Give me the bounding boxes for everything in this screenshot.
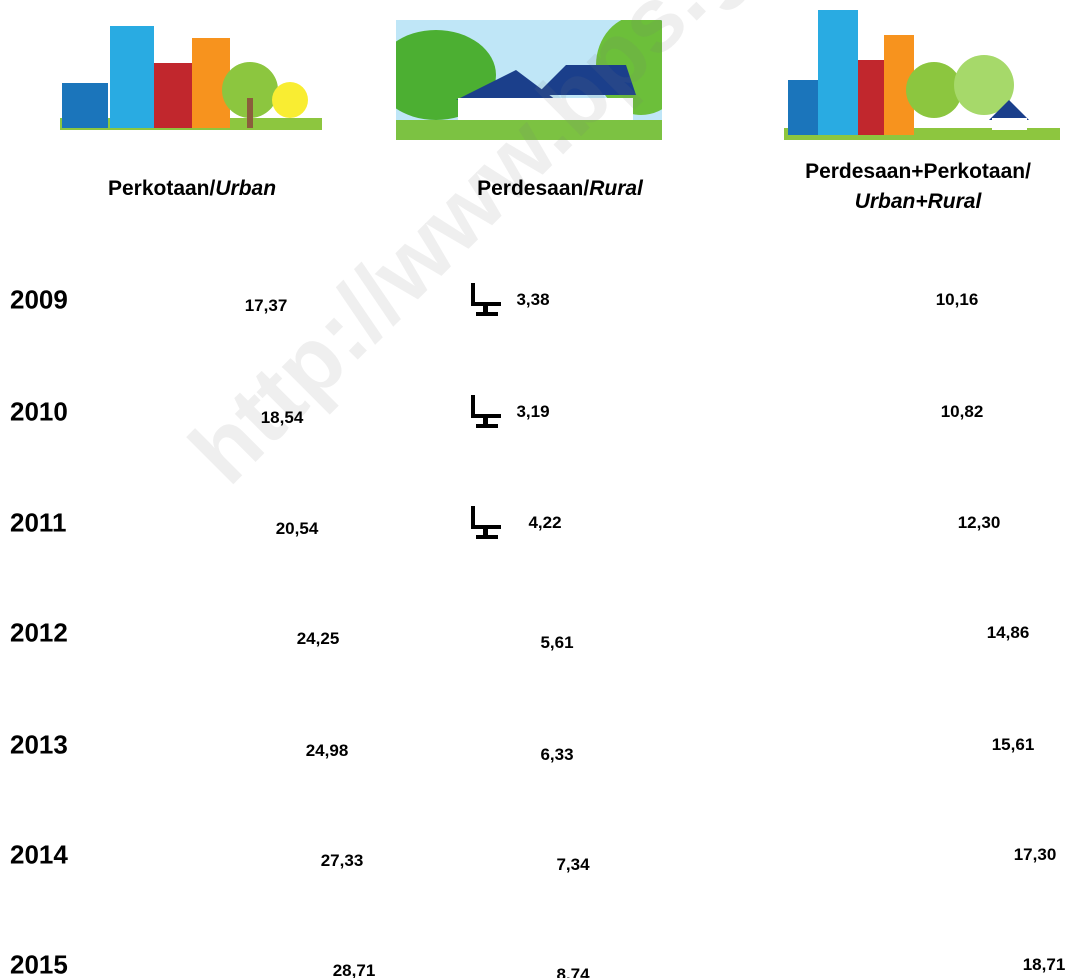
year-label: 2015 [10, 950, 68, 978]
header-italic: Urban+Rural [855, 190, 982, 213]
urban-value: 20,54 [276, 519, 319, 539]
rural-value: 3,19 [516, 402, 549, 422]
urban-rural-image [784, 10, 1060, 140]
total-value: 10,16 [936, 290, 979, 310]
total-value: 12,30 [958, 513, 1001, 533]
year-label: 2012 [10, 618, 68, 649]
urban-value: 17,37 [245, 296, 288, 316]
urban-image [60, 18, 322, 130]
monitor-icon [470, 503, 504, 541]
urban-value: 24,25 [297, 629, 340, 649]
header-text: Perdesaan/ [477, 177, 589, 200]
year-label: 2009 [10, 285, 68, 316]
column-header: Perdesaan+Perkotaan/Urban+Rural [805, 157, 1031, 217]
header-text: Perkotaan/ [108, 177, 215, 200]
total-value: 18,71 [1023, 955, 1066, 975]
column-header: Perdesaan/Rural [477, 174, 643, 204]
header-italic: Urban [215, 177, 276, 200]
urban-value: 18,54 [261, 408, 304, 428]
rural-value: 4,22 [528, 513, 561, 533]
infographic: http://www.bps.g Perkotaan/UrbanPerdesaa… [0, 0, 1078, 978]
total-value: 10,82 [941, 402, 984, 422]
header-italic: Rural [589, 177, 643, 200]
rural-value: 8,74 [556, 965, 589, 978]
total-value: 17,30 [1014, 845, 1057, 865]
year-label: 2010 [10, 397, 68, 428]
urban-value: 28,71 [333, 961, 376, 978]
total-value: 14,86 [987, 623, 1030, 643]
rural-value: 6,33 [540, 745, 573, 765]
year-label: 2013 [10, 730, 68, 761]
rural-value: 5,61 [540, 633, 573, 653]
urban-value: 27,33 [321, 851, 364, 871]
year-label: 2014 [10, 840, 68, 871]
column-header: Perkotaan/Urban [108, 174, 276, 204]
rural-value: 7,34 [556, 855, 589, 875]
monitor-icon [470, 392, 504, 430]
total-value: 15,61 [992, 735, 1035, 755]
urban-value: 24,98 [306, 741, 349, 761]
monitor-icon [470, 280, 504, 318]
rural-value: 3,38 [516, 290, 549, 310]
year-label: 2011 [10, 508, 66, 539]
header-text: Perdesaan+Perkotaan/ [805, 160, 1031, 183]
